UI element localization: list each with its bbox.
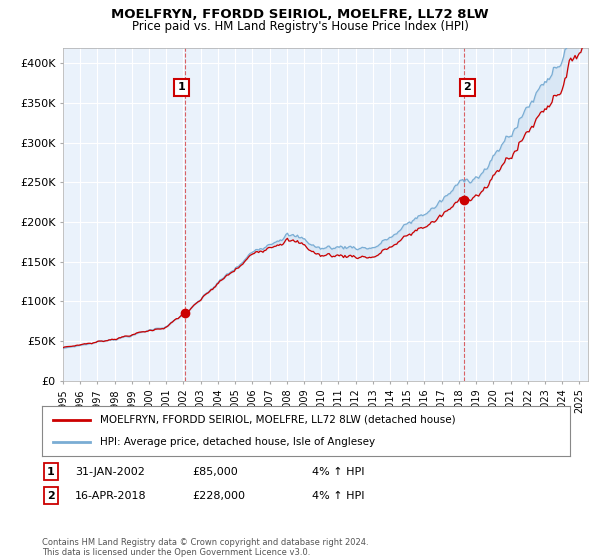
Text: 2: 2	[47, 491, 55, 501]
Text: HPI: Average price, detached house, Isle of Anglesey: HPI: Average price, detached house, Isle…	[100, 437, 375, 447]
Text: MOELFRYN, FFORDD SEIRIOL, MOELFRE, LL72 8LW (detached house): MOELFRYN, FFORDD SEIRIOL, MOELFRE, LL72 …	[100, 414, 456, 424]
Text: 31-JAN-2002: 31-JAN-2002	[75, 466, 145, 477]
Text: 1: 1	[47, 466, 55, 477]
Text: £228,000: £228,000	[192, 491, 245, 501]
Text: 16-APR-2018: 16-APR-2018	[75, 491, 146, 501]
Text: £85,000: £85,000	[192, 466, 238, 477]
Text: Contains HM Land Registry data © Crown copyright and database right 2024.
This d: Contains HM Land Registry data © Crown c…	[42, 538, 368, 557]
Text: 2: 2	[463, 82, 471, 92]
Text: 4% ↑ HPI: 4% ↑ HPI	[312, 466, 365, 477]
Text: 1: 1	[178, 82, 185, 92]
Text: 4% ↑ HPI: 4% ↑ HPI	[312, 491, 365, 501]
Text: MOELFRYN, FFORDD SEIRIOL, MOELFRE, LL72 8LW: MOELFRYN, FFORDD SEIRIOL, MOELFRE, LL72 …	[111, 8, 489, 21]
Text: Price paid vs. HM Land Registry's House Price Index (HPI): Price paid vs. HM Land Registry's House …	[131, 20, 469, 32]
